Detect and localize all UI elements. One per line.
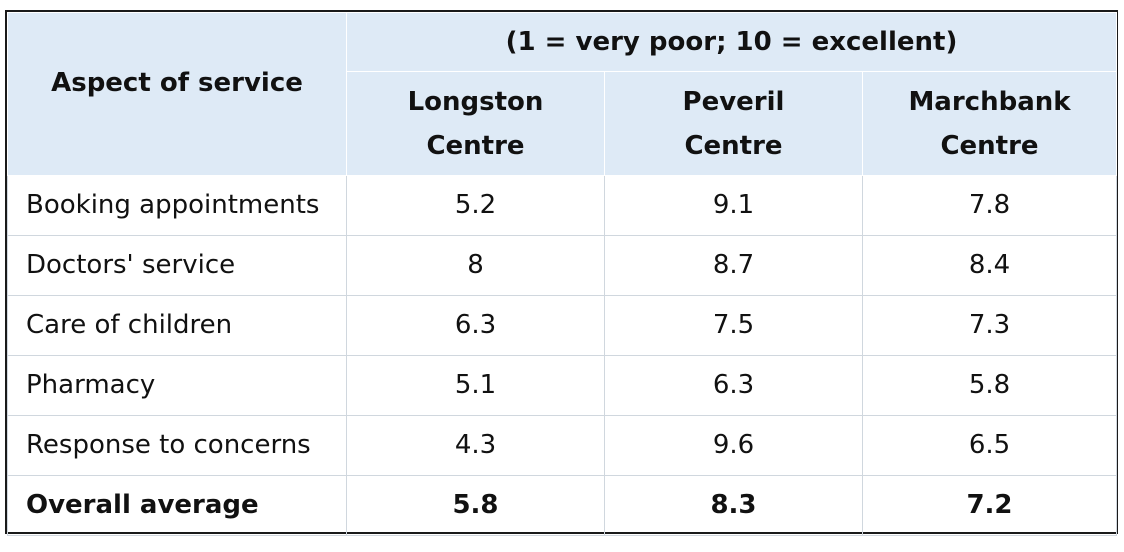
- cell-value: 8.3: [604, 475, 863, 536]
- row-label: Doctors' service: [7, 235, 347, 296]
- cell-value: 9.6: [604, 415, 863, 476]
- cell-value: 4.3: [346, 415, 605, 476]
- cell-value: 5.1: [346, 355, 605, 416]
- cell-value: 8.4: [861, 235, 1118, 296]
- table-row: Response to concerns 4.3 9.6 6.5: [7, 415, 1118, 476]
- column-header-longston: Longston Centre: [346, 71, 605, 176]
- aspect-column-header: Aspect of service: [7, 12, 347, 176]
- cell-value: 6.5: [861, 415, 1118, 476]
- table-row: Booking appointments 5.2 9.1 7.8: [7, 175, 1118, 236]
- table-row: Care of children 6.3 7.5 7.3: [7, 295, 1118, 356]
- satisfaction-table-container: Aspect of service (1 = very poor; 10 = e…: [5, 10, 1118, 536]
- header-row-centres: Longston Centre Peveril Centre Marchbank Ce…: [8, 71, 1118, 176]
- column-header-line: Centre: [684, 130, 783, 161]
- table-row: Doctors' service 8 8.7 8.4: [7, 235, 1118, 296]
- cell-value: 6.3: [604, 355, 863, 416]
- cell-value: 8: [346, 235, 605, 296]
- column-header-marchbank: Marchbank Centre: [861, 71, 1118, 176]
- cell-value: 7.3: [861, 295, 1118, 356]
- column-header-line: Centre: [940, 130, 1039, 161]
- row-label: Overall average: [7, 475, 347, 536]
- column-header-line: Longston: [407, 86, 544, 117]
- row-label: Response to concerns: [7, 415, 347, 476]
- row-label: Pharmacy: [7, 355, 347, 416]
- cell-value: 5.8: [861, 355, 1118, 416]
- cell-value: 9.1: [604, 175, 863, 236]
- column-header-peveril: Peveril Centre: [604, 71, 863, 176]
- column-header-line: Centre: [426, 130, 525, 161]
- column-header-line: Peveril: [682, 86, 785, 117]
- cell-value: 5.8: [346, 475, 605, 536]
- cell-value: 8.7: [604, 235, 863, 296]
- table-row: Pharmacy 5.1 6.3 5.8: [7, 355, 1118, 416]
- cell-value: 7.2: [861, 475, 1118, 536]
- cell-value: 6.3: [346, 295, 605, 356]
- row-label: Care of children: [7, 295, 347, 356]
- header-row-scale: Aspect of service (1 = very poor; 10 = e…: [7, 12, 1118, 176]
- satisfaction-table: Aspect of service (1 = very poor; 10 = e…: [7, 12, 1118, 536]
- cell-value: 5.2: [346, 175, 605, 236]
- cell-value: 7.5: [604, 295, 863, 356]
- column-header-line: Marchbank: [908, 86, 1071, 117]
- overall-average-row: Overall average 5.8 8.3 7.2: [7, 475, 1118, 536]
- row-label: Booking appointments: [7, 175, 347, 236]
- cell-value: 7.8: [861, 175, 1118, 236]
- scale-note: (1 = very poor; 10 = excellent): [345, 12, 1118, 72]
